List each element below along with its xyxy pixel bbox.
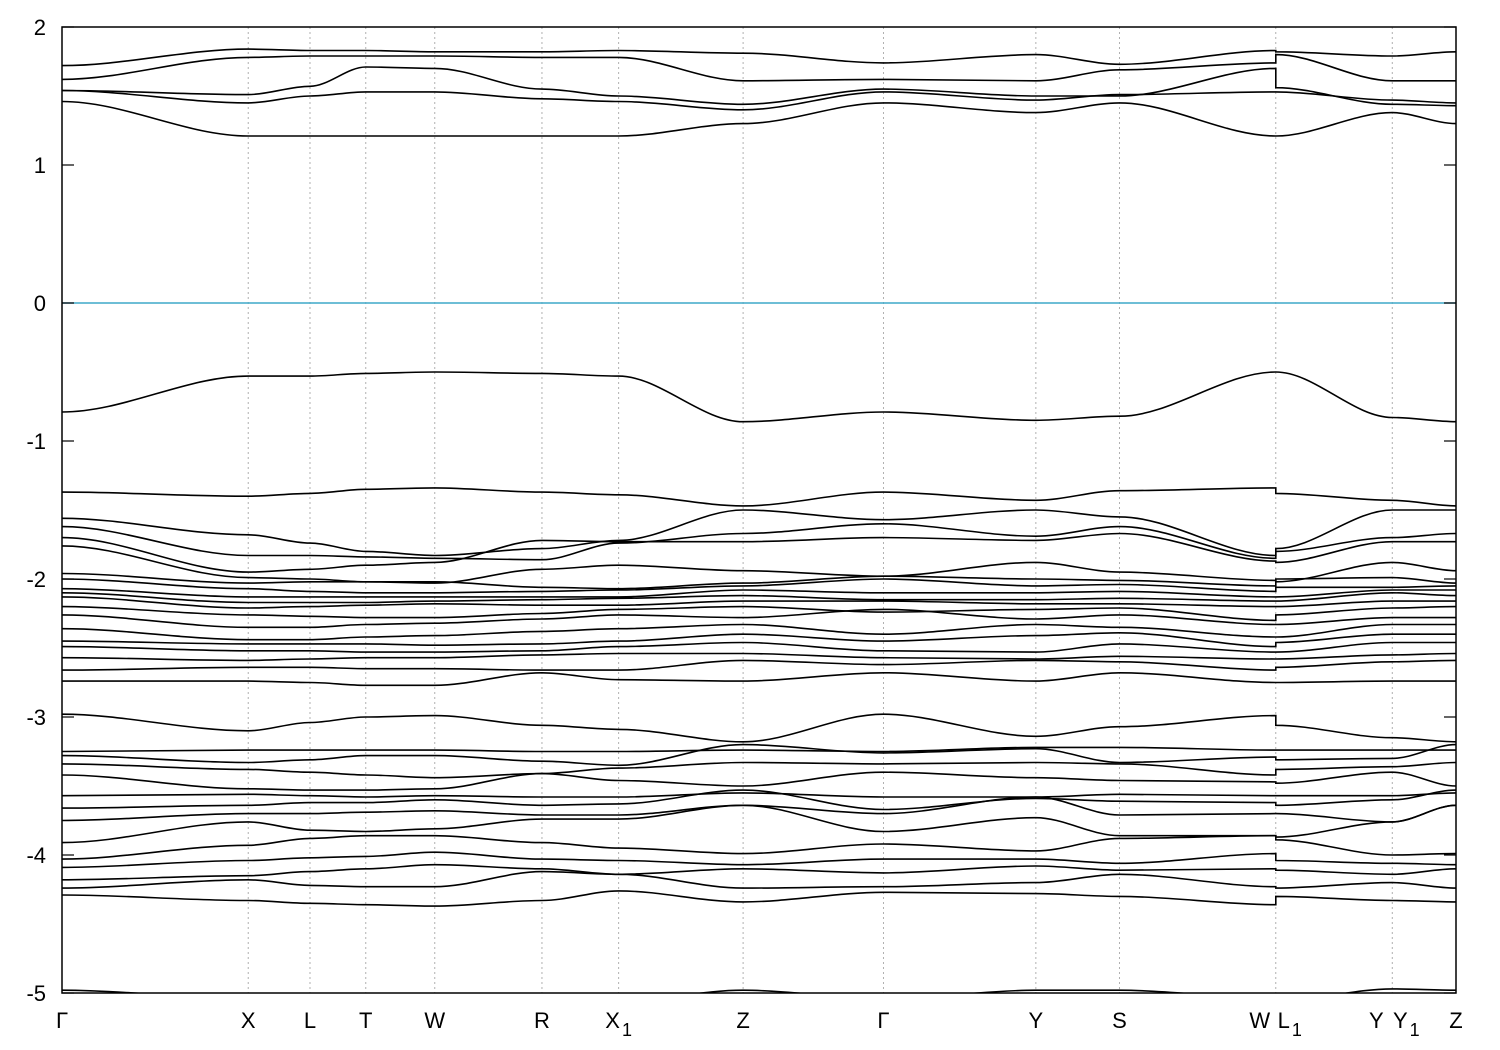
- band-line-24: [62, 671, 1456, 687]
- y-tick-label: -3: [26, 705, 46, 730]
- band-line-27: [62, 743, 1456, 767]
- band-line-18: [62, 608, 1456, 629]
- kpoint-label: Z: [736, 1008, 749, 1033]
- kpoint-label: Γ: [56, 1008, 68, 1033]
- band-line-9: [62, 522, 1456, 561]
- band-line-5: [62, 48, 1456, 67]
- kpoint-label: R: [534, 1008, 550, 1033]
- band-line-28: [62, 761, 1456, 779]
- band-line-37: [62, 870, 1456, 889]
- band-line-12: [62, 572, 1456, 590]
- y-tick-label: 1: [34, 153, 46, 178]
- band-line-36: [62, 863, 1456, 881]
- band-line-10: [62, 532, 1456, 573]
- kpoint-label: S: [1112, 1008, 1127, 1033]
- band-line-23: [62, 659, 1456, 671]
- band-line-26: [62, 746, 1456, 753]
- bands-layer: [62, 48, 1456, 993]
- band-line-32: [62, 796, 1456, 823]
- band-line-17: [62, 605, 1456, 622]
- band-line-38: [62, 890, 1456, 907]
- band-line-25: [62, 713, 1456, 743]
- y-tick-label: 2: [34, 15, 46, 40]
- band-line-3: [62, 66, 1456, 107]
- kpoint-label: L: [304, 1008, 316, 1033]
- band-line-14: [62, 587, 1456, 598]
- band-line-4: [62, 53, 1456, 82]
- band-line-7: [62, 487, 1456, 507]
- plot-frame: [61, 26, 1457, 994]
- band-line-15: [62, 591, 1456, 604]
- band-line-1: [62, 100, 1456, 137]
- y-tick-label: -1: [26, 429, 46, 454]
- band-line-35: [62, 851, 1456, 869]
- kpoint-label: Y: [1369, 1008, 1384, 1033]
- y-axis: 2 1 0 -1 -2 -3 -4 -5: [26, 15, 1456, 1006]
- band-line-16: [62, 596, 1456, 609]
- kpoint-label: X: [241, 1008, 256, 1033]
- band-line-8: [62, 509, 1456, 557]
- band-line-33: [62, 804, 1456, 844]
- y-tick-label: 0: [34, 291, 46, 316]
- band-line-13: [62, 578, 1456, 594]
- band-line-30: [62, 792, 1456, 798]
- y-tick-label: -5: [26, 981, 46, 1006]
- kpoint-label: T: [359, 1008, 372, 1033]
- kpoint-label: W: [1249, 1008, 1270, 1033]
- band-line-11: [62, 545, 1456, 584]
- band-line-22: [62, 652, 1456, 662]
- band-line-29: [62, 771, 1456, 791]
- y-tick-label: -4: [26, 843, 46, 868]
- band-line-6: [62, 371, 1456, 423]
- kpoint-label: W: [424, 1008, 445, 1033]
- band-line-39: [62, 988, 1456, 993]
- band-line-31: [62, 789, 1456, 811]
- band-line-21: [62, 641, 1456, 653]
- band-line-20: [62, 631, 1456, 648]
- band-line-2: [62, 89, 1456, 111]
- kpoint-label: Y: [1029, 1008, 1044, 1033]
- band-line-19: [62, 623, 1456, 641]
- y-tick-label: -2: [26, 567, 46, 592]
- kpoint-label: Z: [1449, 1008, 1462, 1033]
- kpoint-label: Γ: [877, 1008, 889, 1033]
- band-line-34: [62, 834, 1456, 860]
